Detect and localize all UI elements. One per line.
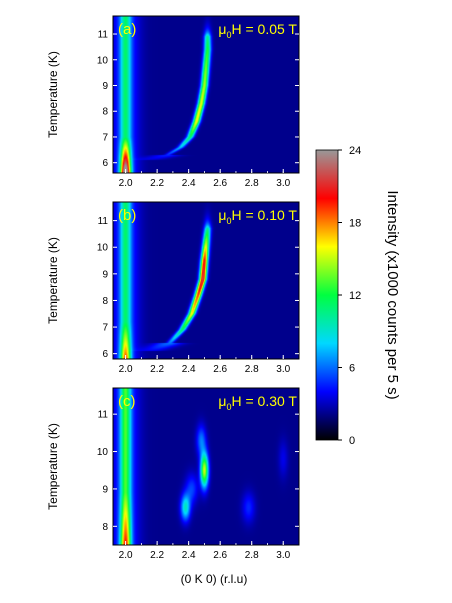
x-tick-label: 2.8 — [245, 178, 259, 189]
y-axis-label: Temperature (K) — [46, 423, 60, 510]
panel-2: 2.0 2.2 2.4 2.6 2.8 3.0 6 7 8 9 10 11 Temperature (K… — [46, 201, 300, 375]
x-tick-label: 3.0 — [276, 550, 290, 561]
x-tick-label: 2.0 — [119, 550, 133, 561]
y-tick-label: 10 — [97, 447, 109, 458]
y-tick-label: 7 — [102, 132, 108, 143]
heatmap-image — [113, 202, 299, 359]
x-tick-label: 2.6 — [213, 178, 227, 189]
y-tick-label: 11 — [98, 410, 109, 421]
panels-group: 2.0 2.2 2.4 2.6 2.8 3.0 6 7 8 9 10 11 Temperature (K… — [46, 15, 300, 561]
colorbar-rect — [315, 149, 339, 441]
x-tick-label: 3.0 — [276, 364, 290, 375]
y-tick-label: 8 — [102, 522, 108, 533]
heatmap-image — [113, 16, 299, 173]
y-tick-label: 6 — [102, 349, 108, 360]
panel-3: 2.0 2.2 2.4 2.6 2.8 3.0 8 9 10 11 Temperature (K) (… — [46, 387, 300, 561]
field-label: μ0H = 0.30 T — [218, 393, 297, 412]
x-tick-label: 2.4 — [182, 550, 196, 561]
y-tick-label: 9 — [102, 484, 108, 495]
y-tick-label: 9 — [102, 81, 108, 92]
y-tick-label: 10 — [97, 243, 109, 254]
panel-label: (b) — [118, 207, 136, 224]
colorbar-tick-label: 18 — [349, 218, 361, 230]
x-tick-label: 3.0 — [276, 178, 290, 189]
x-tick-label: 2.8 — [245, 364, 259, 375]
field-label: μ0H = 0.10 T — [218, 207, 297, 226]
field-label: μ0H = 0.05 T — [218, 21, 297, 40]
y-tick-label: 6 — [102, 158, 108, 169]
plot-frame — [112, 15, 300, 174]
y-tick-label: 7 — [102, 323, 108, 334]
panel-label: (a) — [118, 21, 136, 38]
panel-1: 2.0 2.2 2.4 2.6 2.8 3.0 6 7 8 9 10 11 Temperature (K… — [46, 15, 300, 189]
y-tick-label: 8 — [102, 107, 108, 118]
x-tick-label: 2.8 — [245, 550, 259, 561]
panel-label: (c) — [118, 393, 136, 410]
colorbar-ticks: 0 6 12 18 24 — [338, 145, 361, 447]
x-tick-label: 2.4 — [182, 364, 196, 375]
plot-frame — [112, 201, 300, 360]
x-tick-label: 2.6 — [213, 550, 227, 561]
y-tick-label: 9 — [102, 269, 108, 280]
x-axis-label: (0 K 0) (r.l.u) — [181, 572, 248, 586]
x-tick-label: 2.0 — [119, 364, 133, 375]
colorbar-tick-label: 6 — [349, 363, 355, 375]
y-axis-label: Temperature (K) — [46, 237, 60, 324]
colorbar-label: Intensity (x1000 counts per 5 s) — [384, 190, 401, 399]
x-tick-label: 2.6 — [213, 364, 227, 375]
y-tick-label: 8 — [102, 296, 108, 307]
colorbar-tick-label: 0 — [349, 435, 355, 447]
colorbar-tick-label: 24 — [349, 145, 361, 157]
colorbar: 0 6 12 18 24 Intensity (x1000 counts per 5 s… — [315, 145, 401, 447]
y-tick-label: 11 — [98, 30, 109, 41]
y-axis-label: Temperature (K) — [46, 51, 60, 138]
x-tick-label: 2.0 — [119, 178, 133, 189]
plot-frame — [112, 387, 300, 546]
x-tick-label: 2.2 — [150, 178, 164, 189]
colorbar-tick-label: 12 — [349, 290, 361, 302]
x-tick-label: 2.2 — [150, 550, 164, 561]
x-tick-label: 2.4 — [182, 178, 196, 189]
y-tick-label: 11 — [98, 216, 109, 227]
x-tick-label: 2.2 — [150, 364, 164, 375]
heatmap-image — [113, 388, 299, 545]
y-tick-label: 10 — [97, 55, 109, 66]
